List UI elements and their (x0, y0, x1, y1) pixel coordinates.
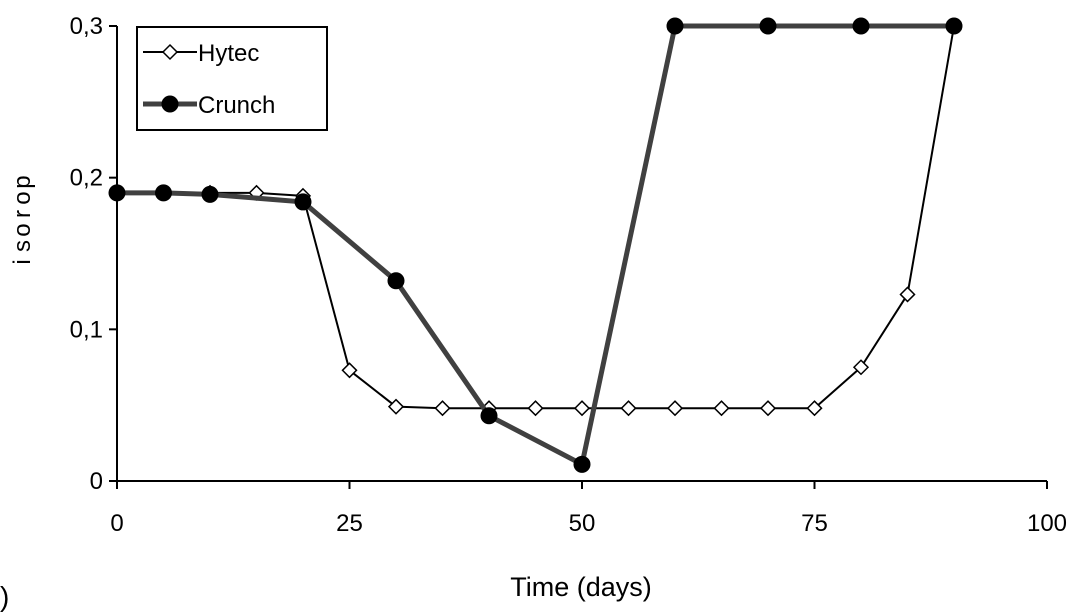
x-ticks: 0 25 50 75 100 (110, 481, 1067, 537)
legend-box (136, 26, 328, 131)
series-crunch (108, 17, 963, 473)
data-point (434, 400, 451, 417)
legend-label: Crunch (198, 92, 275, 119)
x-tick-label: 100 (1027, 510, 1067, 537)
x-tick-label: 25 (336, 510, 363, 537)
data-point (573, 400, 591, 417)
data-point (759, 17, 777, 35)
y-axis-title-char: p (9, 175, 36, 188)
y-axis-title-char: o (9, 223, 36, 236)
y-axis-title-char: i (9, 259, 36, 264)
data-point (155, 184, 172, 202)
data-point (161, 95, 179, 113)
legend-items: Hytec Crunch (143, 40, 275, 119)
data-point (341, 362, 358, 379)
data-point (573, 455, 591, 473)
data-point (161, 43, 179, 61)
y-tick-label: 0,3 (70, 13, 103, 40)
data-point (294, 193, 312, 211)
y-axis-title-char: o (9, 191, 36, 204)
legend: Hytec Crunch (136, 26, 328, 131)
data-point (759, 400, 777, 417)
data-point (201, 185, 219, 203)
data-point (620, 400, 637, 417)
data-point (527, 400, 544, 417)
y-tick-label: 0,2 (70, 165, 103, 192)
legend-item: Hytec (143, 40, 259, 67)
data-point (387, 272, 405, 290)
data-point (945, 17, 963, 35)
legend-label: Hytec (198, 40, 259, 67)
y-tick-label: 0,1 (70, 316, 103, 343)
x-tick-label: 50 (569, 510, 596, 537)
data-point (108, 184, 126, 202)
data-point (852, 17, 870, 35)
legend-item: Crunch (143, 92, 275, 119)
x-axis-title: Time (days) (510, 572, 652, 602)
corner-label: ) (0, 581, 9, 612)
data-point (852, 359, 870, 376)
y-ticks: 0 0,1 0,2 0,3 (70, 13, 117, 495)
y-axis-title-char: r (9, 210, 36, 218)
series-layer (108, 17, 963, 473)
x-tick-label: 0 (110, 510, 123, 537)
y-axis-title-char: s (9, 240, 36, 252)
data-point (713, 400, 730, 417)
x-tick-label: 75 (801, 510, 828, 537)
data-point (480, 407, 498, 425)
data-point (666, 17, 684, 35)
data-point (806, 400, 823, 417)
data-point (387, 398, 405, 415)
y-tick-label: 0 (90, 468, 103, 495)
data-point (899, 286, 916, 303)
data-point (666, 400, 684, 417)
